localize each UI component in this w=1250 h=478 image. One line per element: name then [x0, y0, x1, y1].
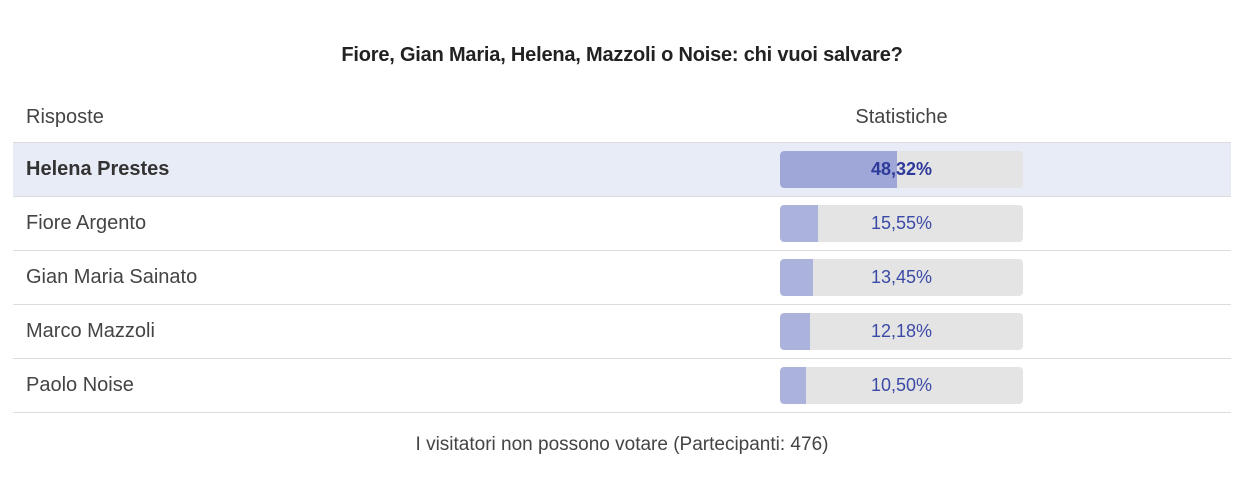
poll-header-row: Risposte Statistiche: [13, 92, 1231, 143]
result-bar: 12,18%: [780, 313, 1023, 350]
result-percentage: 10,50%: [870, 375, 933, 395]
answer-row-gian-maria-sainato: Gian Maria Sainato 13,45%: [13, 251, 1231, 305]
result-percentage: 48,32%: [870, 159, 933, 179]
answer-name: Fiore Argento: [26, 212, 147, 234]
result-bar-fill: [780, 151, 898, 188]
result-bar-fill: [780, 313, 810, 350]
answer-name: Gian Maria Sainato: [26, 266, 198, 288]
result-percentage: 15,55%: [870, 213, 933, 233]
result-bar-fill: [780, 367, 806, 404]
answer-name: Marco Mazzoli: [26, 320, 155, 342]
answer-name: Paolo Noise: [26, 374, 134, 396]
result-percentage: 12,18%: [870, 321, 933, 341]
result-percentage: 13,45%: [870, 267, 933, 287]
result-bar: 48,32%: [780, 151, 1023, 188]
answer-row-fiore-argento: Fiore Argento 15,55%: [13, 197, 1231, 251]
answers-list: Helena Prestes 48,32% Fiore Argento 15,5…: [13, 143, 1231, 413]
result-bar: 15,55%: [780, 205, 1023, 242]
result-bar: 10,50%: [780, 367, 1023, 404]
result-bar-fill: [780, 259, 813, 296]
statistics-column-header: Statistiche: [855, 106, 948, 128]
answer-row-helena-prestes: Helena Prestes 48,32%: [13, 143, 1231, 197]
answer-row-paolo-noise: Paolo Noise 10,50%: [13, 359, 1231, 413]
answers-column-header: Risposte: [26, 106, 104, 128]
result-bar-fill: [780, 205, 818, 242]
participants-note: I visitatori non possono votare (Parteci…: [415, 434, 829, 455]
result-bar: 13,45%: [780, 259, 1023, 296]
poll-title: Fiore, Gian Maria, Helena, Mazzoli o Noi…: [341, 44, 903, 66]
answer-row-marco-mazzoli: Marco Mazzoli 12,18%: [13, 305, 1231, 359]
answer-name: Helena Prestes: [26, 158, 170, 180]
